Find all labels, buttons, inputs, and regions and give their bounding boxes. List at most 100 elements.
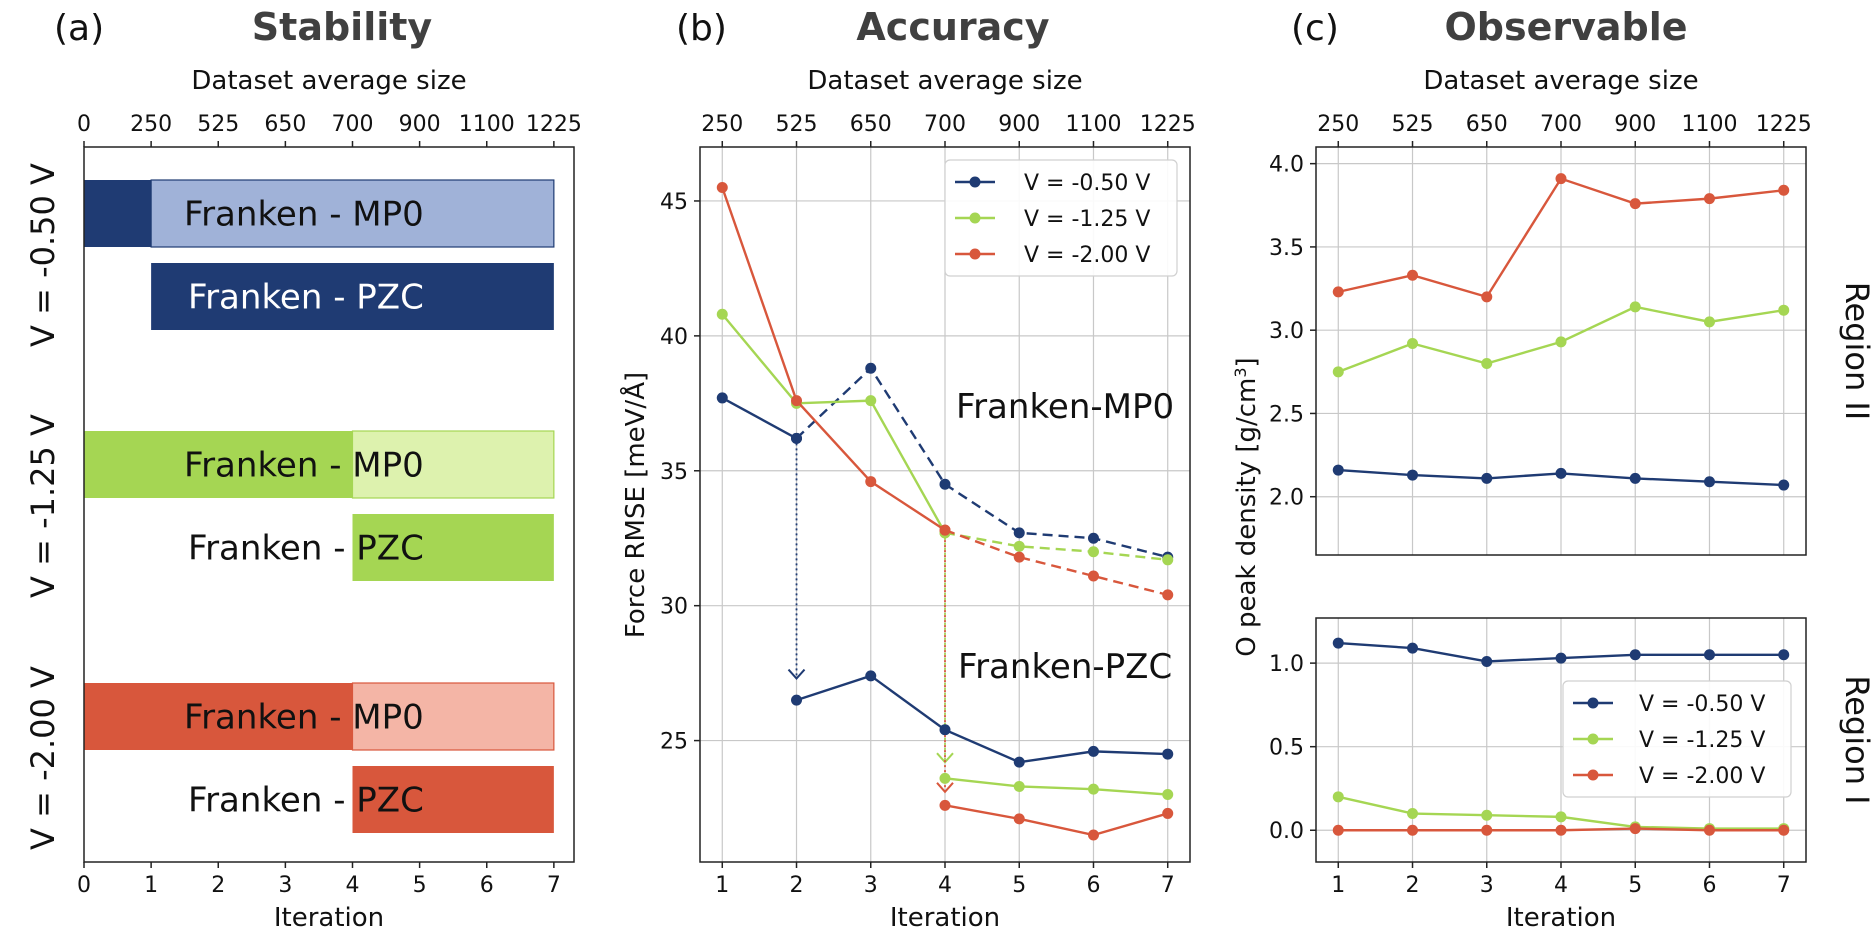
legend-label: V = -2.00 V [1024,243,1150,268]
top-tick-label: 650 [850,112,892,137]
data-point [1013,527,1025,539]
data-point [1703,649,1715,661]
data-point [1629,472,1641,484]
region-label: Region II [1838,282,1876,421]
data-point [1087,829,1099,841]
data-point [939,772,951,784]
panel-c-x-axis-label: Iteration [1506,903,1616,933]
data-point [1332,824,1344,836]
bar-label: Franken - MP0 [184,195,424,235]
panel-b-letter: (b) [676,8,727,49]
data-point [1629,823,1641,835]
data-point [1555,336,1567,348]
data-point [1778,479,1790,491]
y-tick-label: 30 [660,595,688,620]
data-point [1629,301,1641,313]
top-tick-label: 525 [776,112,818,137]
bar-segment-dark [352,514,554,581]
top-tick-label: 1225 [1756,112,1812,137]
top-tick-label: 900 [399,112,441,137]
data-point [1703,476,1715,488]
series-line-pzc [796,674,1168,764]
top-tick-label: 1100 [1681,112,1737,137]
data-point [716,392,728,404]
legend-box [1562,680,1792,798]
x-tick-label: 6 [1086,873,1100,898]
data-point [1162,589,1174,601]
x-tick-label: 7 [1161,873,1175,898]
bar-segment-dark [84,431,353,498]
top-tick-label: 700 [331,112,373,137]
x-tick-label: 3 [278,873,292,898]
y-tick-label: 35 [660,460,688,485]
data-point [791,395,803,407]
bar-label: Franken - PZC [188,278,424,318]
data-point [1087,745,1099,757]
panel-c-y-axis-label: O peak density [g/cm3] [1231,357,1263,656]
top-tick-label: 1225 [1140,112,1196,137]
x-tick-label: 1 [715,873,729,898]
panel-a-x-axis-label: Iteration [274,903,384,933]
x-tick-label: 4 [345,873,359,898]
data-point [1087,532,1099,544]
data-point [1013,551,1025,563]
annotation-franken-mp0: Franken-MP0 [956,387,1174,427]
panel-b-title: Accuracy [856,5,1049,49]
transfer-arrow-head [787,668,806,681]
panel-b-y-axis-label: Force RMSE [meV/Å] [619,372,651,638]
panel-c-title: Observable [1444,5,1687,49]
panel-b-x-axis-label: Iteration [890,903,1000,933]
panel-c-subplot-frame [1315,617,1807,863]
top-tick-label: 525 [197,112,239,137]
top-tick-label: 700 [924,112,966,137]
data-point [716,308,728,320]
bar-label: Franken - MP0 [184,446,424,486]
series-line-mp0-dashed [795,366,1169,559]
data-point [1555,173,1567,185]
data-point [1778,824,1790,836]
data-point [1629,649,1641,661]
x-tick-label: 7 [547,873,561,898]
top-tick-label: 1100 [1065,112,1121,137]
data-point [1778,649,1790,661]
y-tick-label: 25 [660,730,688,755]
legend-label: V = -0.50 V [1024,171,1150,196]
y-tick-label: 3.5 [1269,236,1304,261]
y-tick-label: 0.5 [1269,736,1304,761]
x-tick-label: 2 [790,873,804,898]
data-point [939,724,951,736]
data-point [1629,198,1641,210]
x-tick-label: 6 [480,873,494,898]
x-tick-label: 1 [144,873,158,898]
data-point [865,362,877,374]
data-point [716,181,728,193]
bar-segment-light [150,179,555,248]
data-point [1013,540,1025,552]
legend-marker [1587,697,1599,709]
x-tick-label: 3 [864,873,878,898]
group-label: V = -0.50 V [24,163,62,347]
data-point [1407,338,1419,350]
y-tick-label: 45 [660,190,688,215]
data-point [1555,811,1567,823]
data-point [1407,824,1419,836]
data-point [1481,357,1493,369]
top-tick-label: 250 [1317,112,1359,137]
data-point [1013,756,1025,768]
data-point [1087,546,1099,558]
data-point [1778,304,1790,316]
top-tick-label: 525 [1392,112,1434,137]
x-tick-label: 4 [938,873,952,898]
x-tick-label: 6 [1702,873,1716,898]
x-tick-label: 3 [1480,873,1494,898]
bar-segment-light [351,430,555,499]
data-point [1013,780,1025,792]
data-point [1555,467,1567,479]
panel-c-top-axis-label: Dataset average size [1423,66,1698,96]
y-tick-label: 2.0 [1269,486,1304,511]
top-tick-label: 900 [1614,112,1656,137]
legend-marker [969,176,981,188]
data-point [1703,824,1715,836]
data-point [1162,807,1174,819]
